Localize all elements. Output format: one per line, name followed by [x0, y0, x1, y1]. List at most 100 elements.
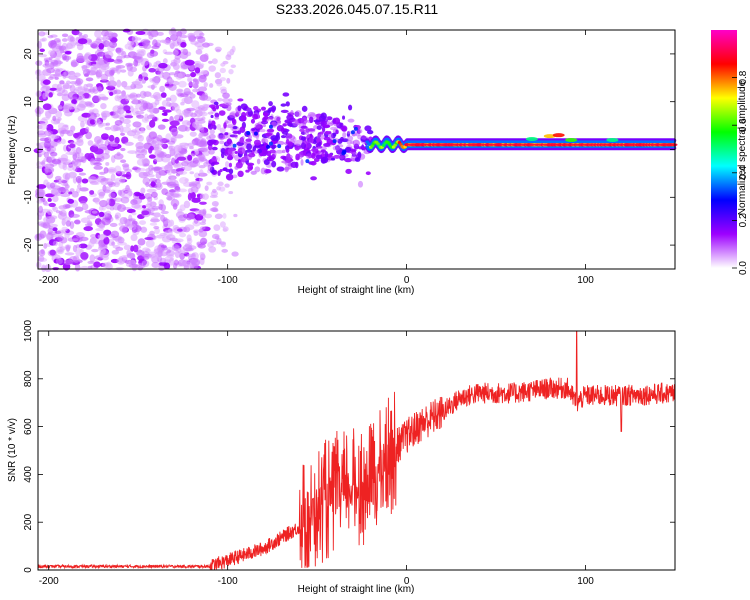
spectrogram-blob [64, 216, 71, 222]
snr-y-tick-label: 800 [23, 370, 34, 387]
spectrogram-blob [87, 112, 97, 121]
spectrogram-blob [69, 188, 75, 193]
spectrogram-blob [300, 159, 304, 166]
snr-y-tick-label: 0 [23, 567, 34, 573]
spectrogram-blob [430, 143, 436, 146]
spectrogram-blob [313, 119, 322, 123]
spectrogram-blob [123, 244, 131, 251]
spectrogram-blob [116, 79, 122, 88]
spectrogram-blob [150, 216, 159, 222]
spectrogram-blob [167, 140, 176, 145]
spectrogram-blob [292, 120, 299, 127]
spectrogram-blob [211, 156, 218, 161]
spectrogram-blob [80, 156, 87, 164]
spectrogram-blob [43, 151, 50, 158]
spectrogram-blob [108, 192, 116, 199]
spectrogram-blob [62, 71, 67, 79]
spectrogram-blob [502, 143, 508, 146]
spectrogram-blob [67, 91, 78, 100]
spectrogram-blob [506, 143, 512, 146]
spectrogram-blob [170, 61, 177, 66]
spectrogram-blob [230, 64, 237, 68]
spectrogram-blob [250, 170, 257, 175]
spectrogram-blob [221, 248, 229, 253]
spectrogram-blob [44, 165, 49, 174]
spectrogram-blob [172, 262, 178, 269]
snr-x-tick-label: -200 [39, 576, 59, 587]
spectrogram-blob [87, 140, 94, 146]
spectrogram-blob [219, 221, 226, 228]
spectrogram-blob [161, 112, 168, 116]
spectrogram-blob [168, 83, 177, 91]
spectrogram-blob [108, 134, 115, 142]
spectrogram-blob [186, 213, 195, 220]
spectrogram-blob [222, 97, 230, 103]
spectrogram-blob [198, 164, 206, 169]
spectrogram-blob [179, 177, 189, 184]
colorbar-tick-label: 0.4 [738, 165, 749, 179]
spectrogram-blob [220, 241, 227, 248]
spectrogram-blob [234, 165, 239, 170]
spectrogram-blob [123, 54, 131, 59]
snr-y-tick-label: 600 [23, 418, 34, 435]
spectrogram-blob [140, 58, 150, 66]
spectrogram-blob [76, 52, 84, 60]
spectrogram-blob [50, 151, 58, 157]
spectrogram-blob [235, 110, 241, 116]
spectrogram-blob [44, 109, 52, 117]
spectrogram-blob [191, 197, 201, 203]
spectrogram-blob [87, 176, 98, 184]
spectrogram-blob [161, 137, 167, 143]
spectrogram-blob [324, 130, 331, 135]
spectrogram-blob [170, 169, 178, 174]
spectrogram-blob [81, 178, 89, 184]
spectrogram-blob [480, 143, 486, 146]
spectrogram-blob [127, 69, 134, 77]
spectrogram-blob [162, 58, 168, 64]
spectrogram-blob [71, 99, 77, 105]
spectrogram-blob [220, 147, 226, 154]
spectrogram-blob [166, 249, 171, 254]
spectrogram-blob [180, 48, 188, 54]
spectrogram-blob [275, 149, 284, 154]
spectrogram-blob [484, 143, 490, 146]
spectrogram-blob [136, 168, 146, 172]
spectrogram-blob [120, 132, 125, 136]
spectrogram-blob [113, 153, 124, 160]
spectrogram-blob [214, 72, 222, 79]
spectrogram-blob [160, 143, 167, 148]
spectrogram-blob [163, 262, 171, 270]
spectrogram-blob [234, 151, 239, 155]
spectrogram-blob [350, 130, 355, 135]
colorbar-tick-label: 0.2 [738, 213, 749, 227]
spectrogram-blob [128, 223, 137, 231]
spectrogram-blob [158, 265, 165, 272]
spectrogram-blob [110, 142, 119, 147]
spectrogram-blob [68, 191, 73, 195]
spectrogram-blob [38, 54, 48, 58]
spectrogram-blob [222, 228, 228, 232]
spectrogram-blob [41, 160, 46, 167]
spectrogram-blob [404, 143, 410, 146]
spectrogram-blob [70, 125, 76, 132]
spectrogram-blob [457, 143, 463, 146]
spectrogram-blob [225, 173, 234, 181]
spectrogram-blob [200, 69, 208, 75]
spectrogram-blob [85, 126, 90, 133]
spectrogram-blob [260, 106, 266, 111]
spectrogram-blob [62, 82, 70, 90]
spectrogram-blob [120, 196, 130, 204]
spectrogram-blob [324, 151, 329, 159]
spectrogram-blob [83, 83, 88, 92]
spectrogram-blob [101, 262, 109, 268]
spectrogram-blob [161, 188, 169, 196]
spectrogram-blob [225, 54, 232, 61]
spectrogram-blob [341, 125, 348, 132]
spectrogram-blob [102, 34, 107, 43]
spectrogram-blob [109, 91, 114, 96]
spectrogram-blob [64, 55, 70, 62]
spectrogram-x-label: Height of straight line (km) [298, 285, 415, 296]
spectrogram-blob [34, 107, 44, 115]
spectrogram-blob [87, 70, 97, 76]
spectrogram-blob [187, 78, 193, 83]
